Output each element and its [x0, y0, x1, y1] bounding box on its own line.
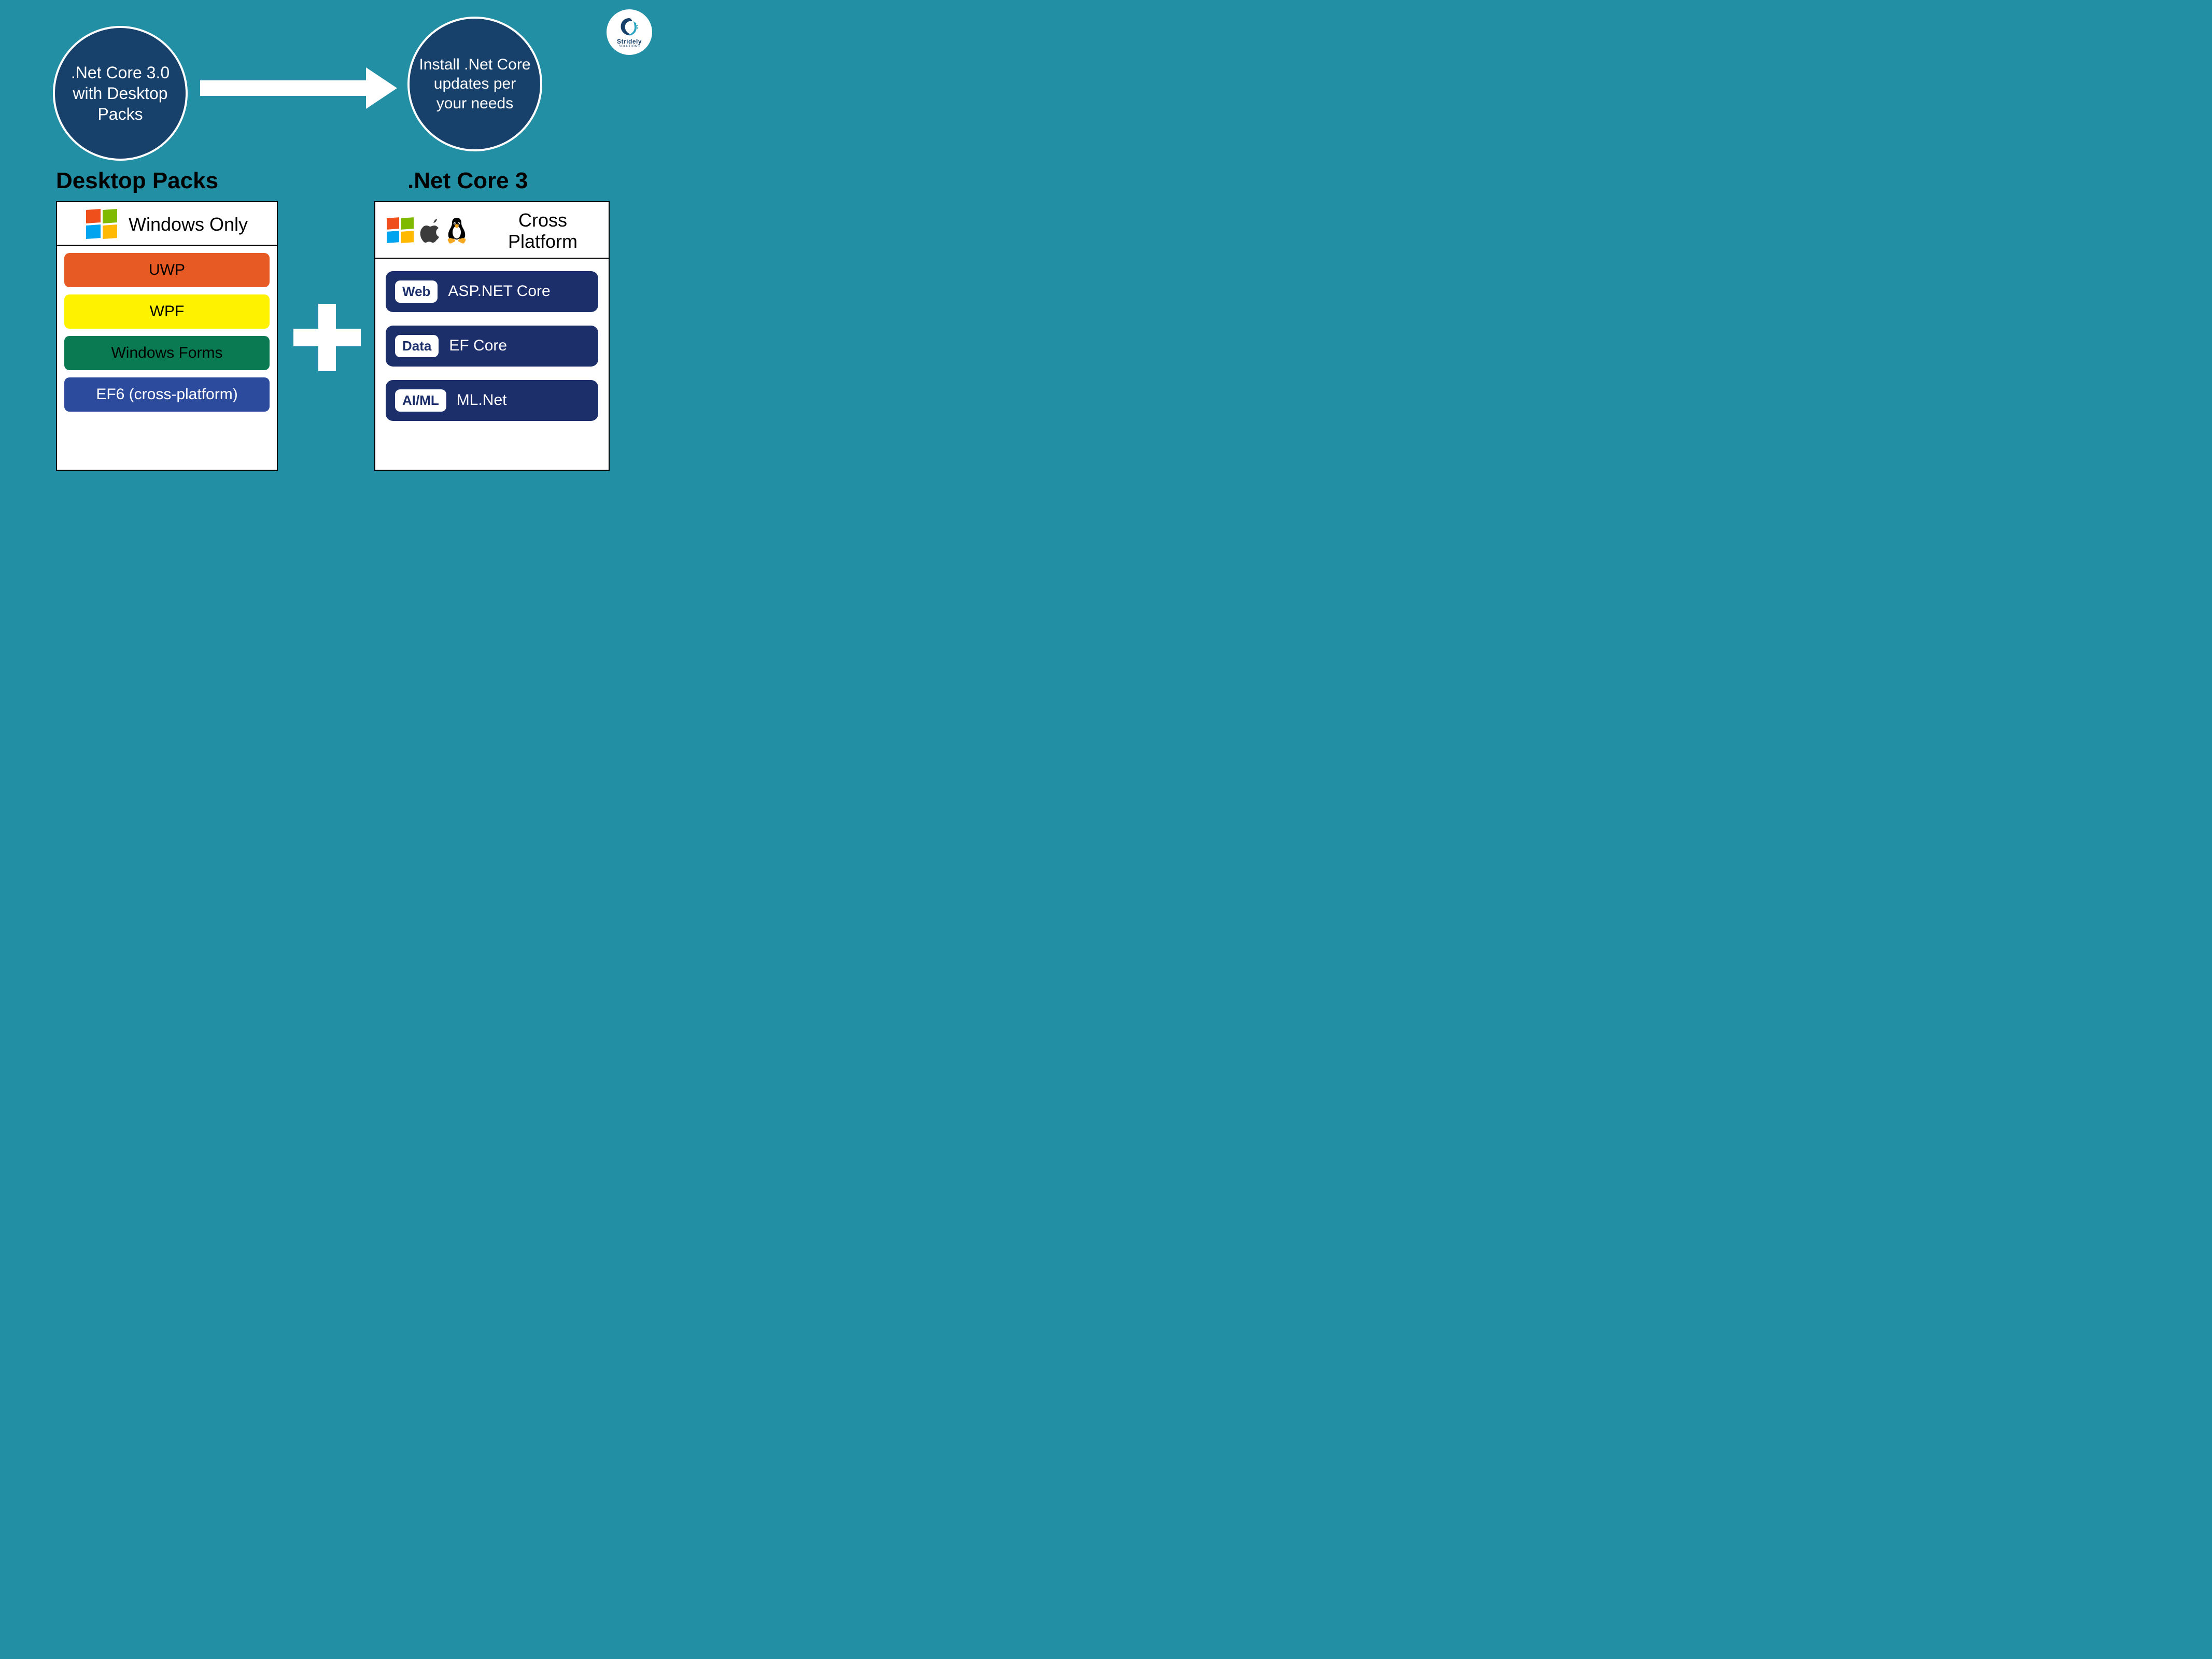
component-tag: Data: [395, 335, 439, 357]
panel-header-left-text: Windows Only: [129, 214, 248, 235]
brand-name: Stridely: [617, 38, 642, 45]
component-label: ML.Net: [457, 391, 507, 409]
arrow-body: [200, 80, 366, 96]
brand-sub: SOLUTIONS: [619, 45, 640, 48]
component-bar: AI/ML ML.Net: [386, 380, 598, 421]
tech-bar: Windows Forms: [64, 336, 270, 370]
component-bar: Data EF Core: [386, 326, 598, 367]
flow-node-target: Install .Net Core updates per your needs: [407, 17, 542, 151]
tech-bar: UWP: [64, 253, 270, 287]
component-tag: Web: [395, 280, 438, 303]
brand-logo: Stridely SOLUTIONS: [607, 9, 652, 55]
flow-node-source-label: .Net Core 3.0 with Desktop Packs: [55, 62, 186, 124]
panel-header-right-text: Cross Platform: [483, 209, 602, 252]
swirl-icon: [618, 16, 641, 39]
panel-body-right: Web ASP.NET Core Data EF Core AI/ML ML.Net: [375, 259, 609, 433]
flow-node-target-label: Install .Net Core updates per your needs: [410, 55, 540, 114]
flow-node-source: .Net Core 3.0 with Desktop Packs: [53, 26, 188, 161]
component-label: ASP.NET Core: [448, 283, 550, 300]
panel-net-core-3: Cross Platform Web ASP.NET Core Data EF Cor…: [374, 201, 610, 471]
panel-header-left: Windows Only: [57, 202, 277, 246]
windows-icon: [387, 218, 416, 244]
component-label: EF Core: [449, 337, 507, 355]
section-title-net-core-3: .Net Core 3: [407, 168, 528, 194]
panel-body-left: UWP WPF Windows Forms EF6 (cross-platform): [57, 246, 277, 419]
component-bar: Web ASP.NET Core: [386, 271, 598, 312]
section-title-desktop-packs: Desktop Packs: [56, 168, 218, 194]
panel-desktop-packs: Windows Only UWP WPF Windows Forms EF6 (cro…: [56, 201, 278, 471]
windows-icon: [86, 209, 119, 240]
plus-icon: [293, 304, 361, 371]
tech-bar: EF6 (cross-platform): [64, 377, 270, 412]
apple-icon: [420, 218, 441, 243]
flow-arrow: [200, 78, 397, 99]
panel-header-right: Cross Platform: [375, 202, 609, 259]
component-tag: AI/ML: [395, 389, 446, 412]
tech-bar: WPF: [64, 294, 270, 329]
arrow-head-icon: [366, 67, 397, 109]
linux-icon: [445, 217, 469, 245]
platform-icons: [387, 217, 469, 245]
